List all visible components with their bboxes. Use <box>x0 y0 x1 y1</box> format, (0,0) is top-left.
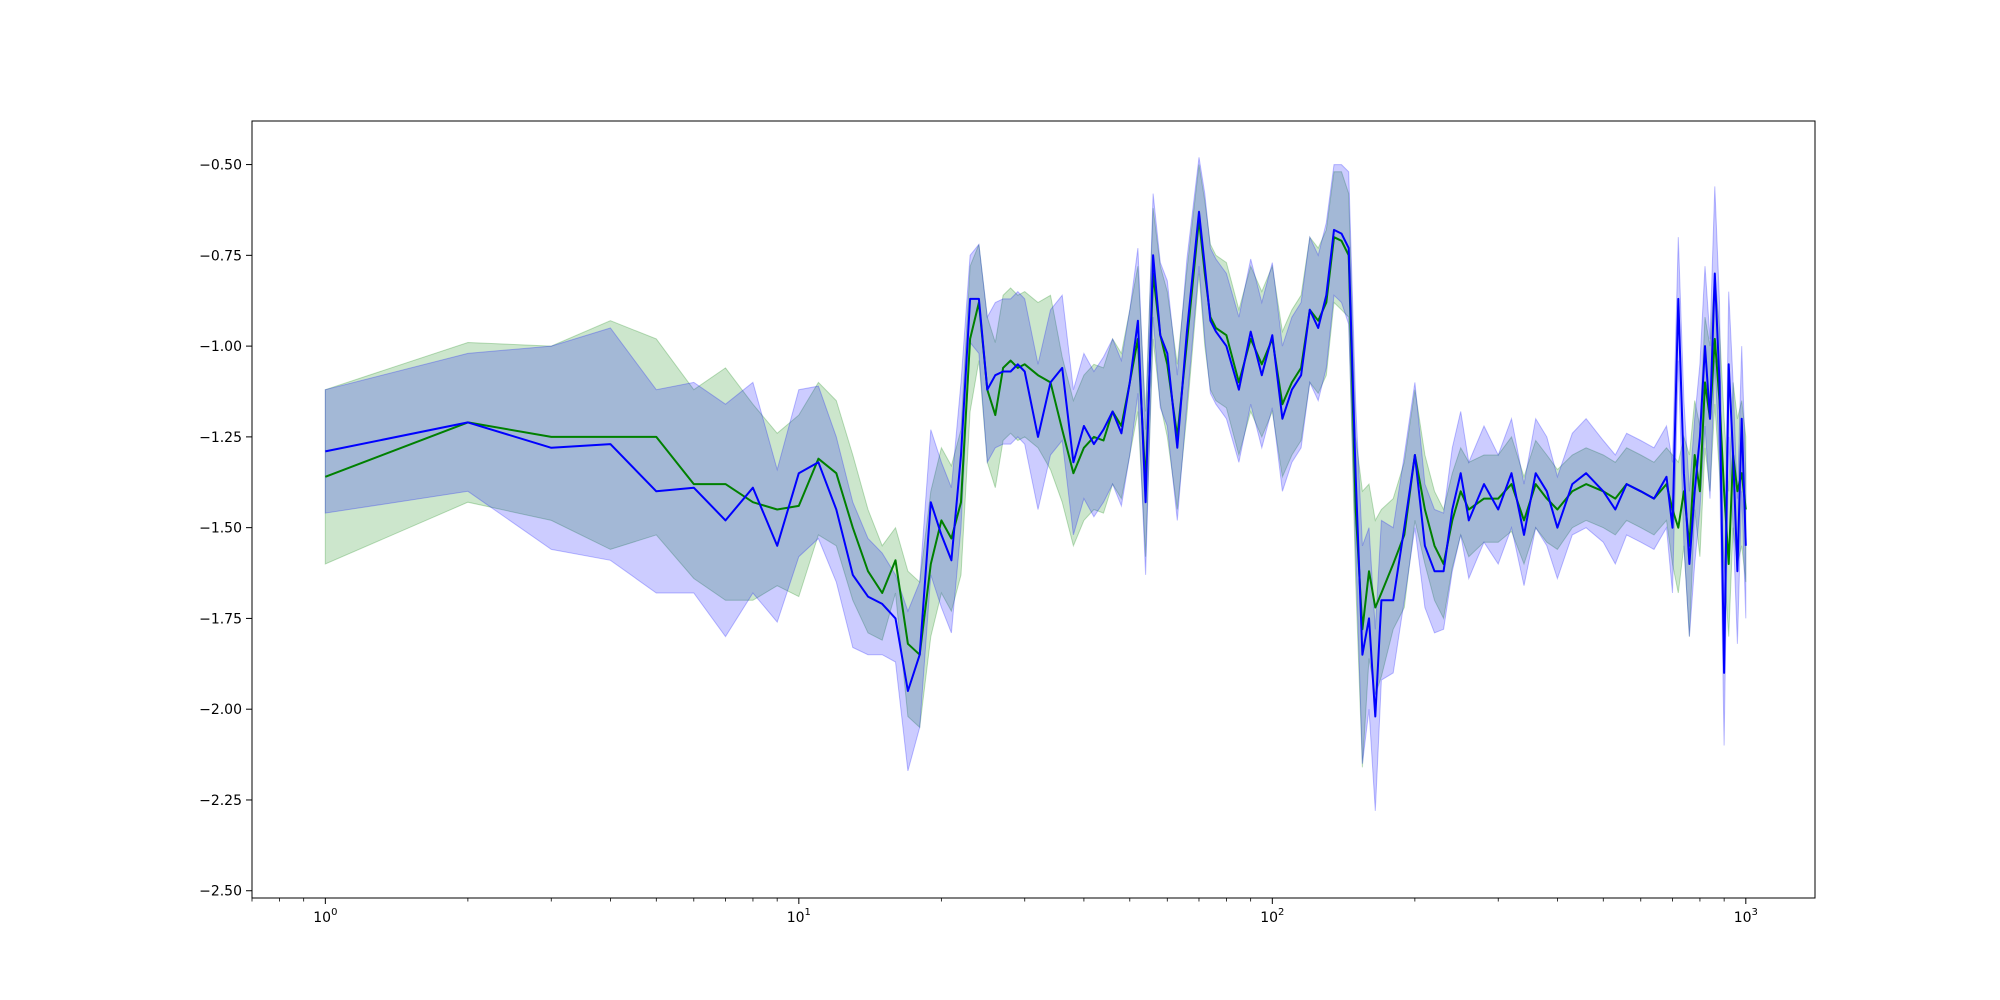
y-tick-label: −2.25 <box>199 793 242 809</box>
y-tick-label: −0.50 <box>199 158 242 174</box>
y-tick-label: −1.75 <box>199 611 242 627</box>
x-tick-label: 102 <box>1260 907 1284 926</box>
series-2-band <box>324 157 1747 811</box>
y-tick-label: −1.25 <box>199 430 242 446</box>
series-1-band <box>324 164 1747 768</box>
series-lines <box>324 210 1747 718</box>
y-tick-label: −0.75 <box>199 248 242 264</box>
x-tick-label: 100 <box>313 907 337 926</box>
y-tick-label: −1.50 <box>199 521 242 537</box>
x-axis-ticks: 100 101 102 103 <box>251 898 1758 926</box>
y-tick-label: −1.00 <box>199 339 242 355</box>
y-axis-ticks: −0.50 −0.75 −1.00 −1.25 −1.50 −1.75 −2.00 −2.25… <box>199 158 252 900</box>
x-tick-label: 103 <box>1734 907 1758 926</box>
plot-frame <box>251 120 1816 899</box>
x-tick-label: 101 <box>787 907 811 926</box>
y-tick-label: −2.00 <box>199 702 242 718</box>
y-tick-label: −2.50 <box>199 884 242 900</box>
confidence-bands <box>324 157 1747 811</box>
series-2-line <box>325 210 1747 718</box>
